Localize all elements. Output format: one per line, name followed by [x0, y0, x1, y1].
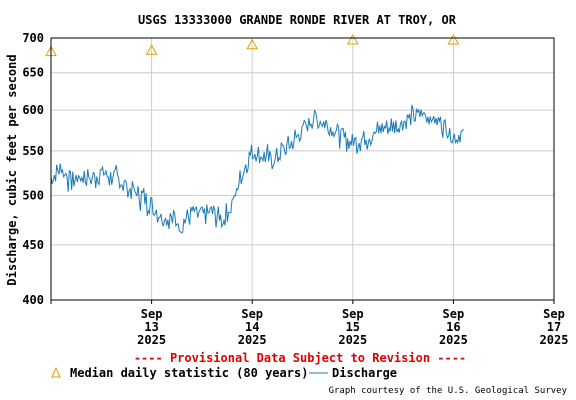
x-tick-labels: Sep132025Sep142025Sep152025Sep162025Sep1…	[137, 307, 568, 347]
x-tick-label: 17	[547, 320, 561, 334]
chart-title: USGS 13333000 GRANDE RONDE RIVER AT TROY…	[138, 13, 457, 27]
x-tick-label: 2025	[439, 333, 468, 347]
median-markers	[45, 33, 460, 57]
x-tick-label: 13	[144, 320, 158, 334]
x-tick-label: 2025	[137, 333, 166, 347]
y-tick-labels: 700 650 600 550 500 450 400	[22, 31, 44, 307]
x-tick-label: Sep	[443, 307, 465, 321]
x-tick-label: 2025	[540, 333, 569, 347]
y-tick-label: 500	[22, 189, 44, 203]
legend-median-label: Median daily statistic (80 years)	[70, 366, 308, 380]
x-tick-label: Sep	[141, 307, 163, 321]
median-triangle-marker	[447, 33, 460, 45]
median-triangle-marker	[145, 44, 158, 55]
usgs-credit: Graph courtesy of the U.S. Geological Su…	[329, 386, 568, 396]
y-tick-label: 550	[22, 144, 44, 158]
x-tick-label: 16	[446, 320, 460, 334]
plot-area-background	[51, 38, 554, 300]
discharge-series	[50, 104, 464, 234]
median-triangle-marker	[346, 33, 359, 45]
plot-frame	[50, 37, 555, 301]
x-tick-label: Sep	[241, 307, 263, 321]
x-tick-label: 15	[346, 320, 360, 334]
y-tick-label: 700	[22, 31, 44, 45]
y-tick-label: 450	[22, 238, 44, 252]
legend-median-triangle-icon	[51, 366, 61, 378]
provisional-notice: ---- Provisional Data Subject to Revisio…	[134, 351, 466, 365]
x-tick-label: Sep	[342, 307, 364, 321]
x-tick-label: 2025	[238, 333, 267, 347]
legend-discharge-label: Discharge	[332, 366, 397, 380]
median-triangle-marker	[246, 38, 259, 50]
x-tick-label: 2025	[338, 333, 367, 347]
y-tick-label: 600	[22, 103, 44, 117]
y-axis-label: Discharge, cubic feet per second	[5, 54, 19, 285]
discharge-line	[50, 104, 464, 234]
y-tick-label: 650	[22, 66, 44, 80]
y-tick-label: 400	[22, 293, 44, 307]
x-tick-label: Sep	[543, 307, 565, 321]
x-tick-label: 14	[245, 320, 259, 334]
